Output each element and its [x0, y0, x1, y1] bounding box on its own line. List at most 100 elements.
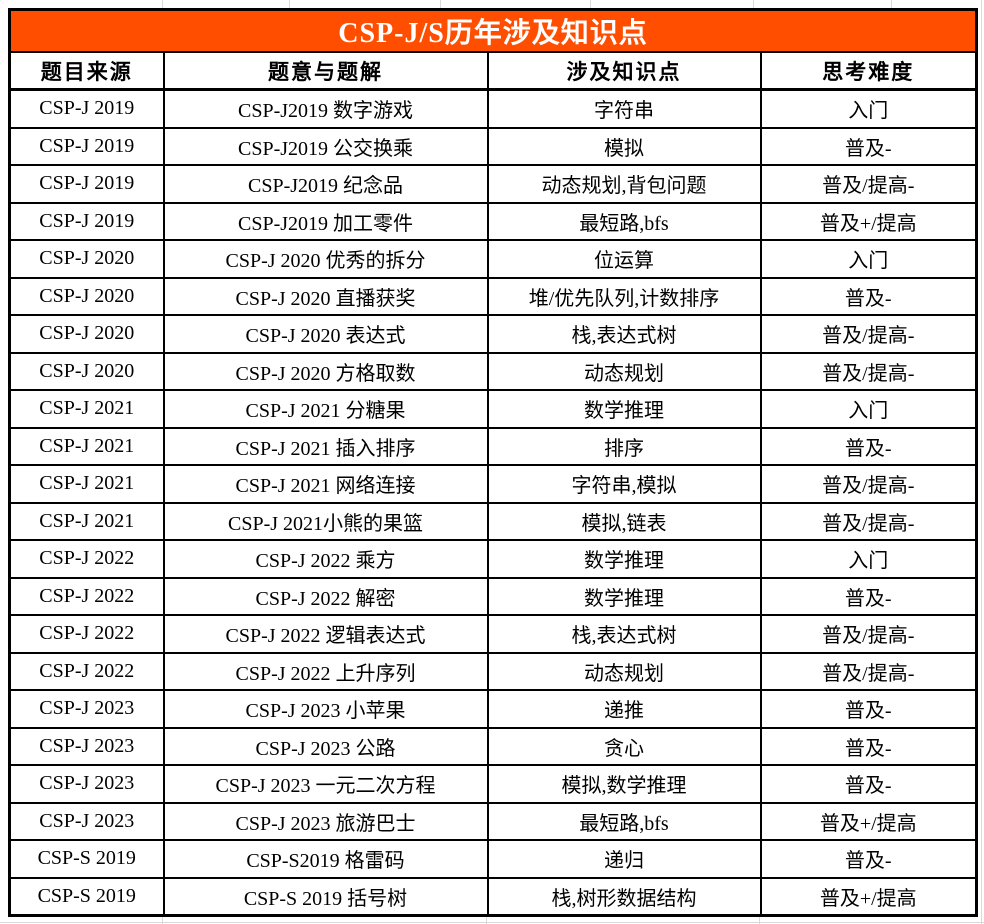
grid-line: [440, 0, 441, 9]
table-row: CSP-J 2019 CSP-J2019 公交换乘 模拟 普及-: [8, 126, 978, 166]
cell-problem: CSP-J2019 公交换乘: [162, 126, 489, 166]
cell-knowledge: 字符串: [486, 88, 762, 129]
cell-source: CSP-J 2021: [8, 501, 165, 541]
cell-source: CSP-J 2023: [8, 726, 165, 766]
cell-source: CSP-J 2023: [8, 689, 165, 729]
table-row: CSP-J 2020 CSP-J 2020 表达式 栈,表达式树 普及/提高-: [8, 314, 978, 354]
table-row: CSP-J 2022 CSP-J 2022 逻辑表达式 栈,表达式树 普及/提高-: [8, 614, 978, 654]
cell-knowledge: 堆/优先队列,计数排序: [486, 276, 762, 316]
grid-line: [759, 911, 760, 924]
cell-difficulty: 普及/提高-: [759, 351, 978, 391]
cell-source: CSP-J 2019: [8, 126, 165, 166]
cell-knowledge: 数学推理: [486, 389, 762, 429]
cell-source: CSP-J 2023: [8, 764, 165, 804]
cell-difficulty: 入门: [759, 389, 978, 429]
cell-knowledge: 栈,表达式树: [486, 314, 762, 354]
cell-knowledge: 位运算: [486, 239, 762, 279]
cell-knowledge: 递归: [486, 839, 762, 879]
table-row: CSP-J 2022 CSP-J 2022 乘方 数学推理 入门: [8, 539, 978, 579]
cell-source: CSP-J 2020: [8, 314, 165, 354]
cell-problem: CSP-J 2023 旅游巴士: [162, 801, 489, 841]
cell-problem: CSP-J 2020 方格取数: [162, 351, 489, 391]
cell-knowledge: 动态规划: [486, 651, 762, 691]
cell-problem: CSP-J 2023 公路: [162, 726, 489, 766]
column-header-source: 题目来源: [8, 51, 165, 91]
grid-line: [162, 911, 163, 924]
cell-source: CSP-S 2019: [8, 876, 165, 917]
cell-knowledge: 模拟,数学推理: [486, 764, 762, 804]
title-row: CSP-J/S历年涉及知识点: [8, 8, 978, 53]
cell-difficulty: 普及/提高-: [759, 614, 978, 654]
cell-source: CSP-J 2023: [8, 801, 165, 841]
cell-source: CSP-J 2020: [8, 351, 165, 391]
cell-difficulty: 普及-: [759, 126, 978, 166]
cell-knowledge: 栈,树形数据结构: [486, 876, 762, 917]
cell-difficulty: 普及/提高-: [759, 314, 978, 354]
cell-problem: CSP-J2019 数字游戏: [162, 88, 489, 129]
cell-difficulty: 普及+/提高: [759, 801, 978, 841]
cell-problem: CSP-J 2021 插入排序: [162, 426, 489, 466]
cell-difficulty: 普及-: [759, 426, 978, 466]
cell-problem: CSP-S 2019 括号树: [162, 876, 489, 917]
table-row: CSP-J 2019 CSP-J2019 加工零件 最短路,bfs 普及+/提高: [8, 201, 978, 241]
column-header-difficulty: 思考难度: [759, 51, 978, 91]
cell-problem: CSP-J 2020 表达式: [162, 314, 489, 354]
table-row: CSP-J 2022 CSP-J 2022 上升序列 动态规划 普及/提高-: [8, 651, 978, 691]
table-row: CSP-J 2020 CSP-J 2020 优秀的拆分 位运算 入门: [8, 239, 978, 279]
table-row: CSP-J 2021 CSP-J 2021 分糖果 数学推理 入门: [8, 389, 978, 429]
table-row: CSP-J 2019 CSP-J2019 纪念品 动态规划,背包问题 普及/提高-: [8, 164, 978, 204]
cell-knowledge: 数学推理: [486, 539, 762, 579]
grid-line: [0, 922, 984, 923]
column-header-row: 题目来源 题意与题解 涉及知识点 思考难度: [8, 51, 978, 91]
grid-line: [981, 0, 982, 924]
grid-line: [753, 0, 754, 9]
cell-difficulty: 入门: [759, 88, 978, 129]
cell-difficulty: 普及-: [759, 839, 978, 879]
cell-problem: CSP-J 2022 逻辑表达式: [162, 614, 489, 654]
cell-difficulty: 普及/提高-: [759, 501, 978, 541]
cell-problem: CSP-S2019 格雷码: [162, 839, 489, 879]
table-row: CSP-J 2021 CSP-J 2021小熊的果篮 模拟,链表 普及/提高-: [8, 501, 978, 541]
table-title: CSP-J/S历年涉及知识点: [8, 8, 978, 53]
grid-line: [486, 911, 487, 924]
cell-source: CSP-S 2019: [8, 839, 165, 879]
cell-source: CSP-J 2019: [8, 88, 165, 129]
knowledge-points-table: CSP-J/S历年涉及知识点 题目来源 题意与题解 涉及知识点 思考难度 CSP-J …: [8, 8, 979, 917]
cell-knowledge: 模拟: [486, 126, 762, 166]
cell-difficulty: 入门: [759, 539, 978, 579]
cell-difficulty: 普及-: [759, 689, 978, 729]
cell-difficulty: 普及-: [759, 726, 978, 766]
cell-source: CSP-J 2021: [8, 389, 165, 429]
table-row: CSP-J 2023 CSP-J 2023 旅游巴士 最短路,bfs 普及+/提高: [8, 801, 978, 841]
cell-problem: CSP-J 2023 小苹果: [162, 689, 489, 729]
grid-line: [891, 0, 892, 9]
cell-source: CSP-J 2022: [8, 576, 165, 616]
cell-problem: CSP-J 2022 乘方: [162, 539, 489, 579]
cell-knowledge: 最短路,bfs: [486, 201, 762, 241]
cell-knowledge: 字符串,模拟: [486, 464, 762, 504]
cell-source: CSP-J 2019: [8, 164, 165, 204]
grid-line: [590, 0, 591, 9]
table-row: CSP-J 2023 CSP-J 2023 小苹果 递推 普及-: [8, 689, 978, 729]
cell-problem: CSP-J2019 纪念品: [162, 164, 489, 204]
cell-knowledge: 最短路,bfs: [486, 801, 762, 841]
cell-problem: CSP-J 2022 解密: [162, 576, 489, 616]
table-row: CSP-S 2019 CSP-S 2019 括号树 栈,树形数据结构 普及+/提高: [8, 876, 978, 917]
cell-knowledge: 栈,表达式树: [486, 614, 762, 654]
cell-problem: CSP-J 2021 分糖果: [162, 389, 489, 429]
column-header-knowledge: 涉及知识点: [486, 51, 762, 91]
cell-source: CSP-J 2019: [8, 201, 165, 241]
cell-source: CSP-J 2021: [8, 464, 165, 504]
cell-problem: CSP-J 2020 直播获奖: [162, 276, 489, 316]
cell-difficulty: 普及+/提高: [759, 201, 978, 241]
cell-difficulty: 普及-: [759, 764, 978, 804]
cell-difficulty: 普及-: [759, 576, 978, 616]
table-row: CSP-J 2019 CSP-J2019 数字游戏 字符串 入门: [8, 88, 978, 129]
cell-difficulty: 普及/提高-: [759, 464, 978, 504]
cell-knowledge: 模拟,链表: [486, 501, 762, 541]
cell-source: CSP-J 2022: [8, 614, 165, 654]
cell-knowledge: 排序: [486, 426, 762, 466]
cell-problem: CSP-J 2020 优秀的拆分: [162, 239, 489, 279]
cell-source: CSP-J 2022: [8, 651, 165, 691]
cell-knowledge: 数学推理: [486, 576, 762, 616]
